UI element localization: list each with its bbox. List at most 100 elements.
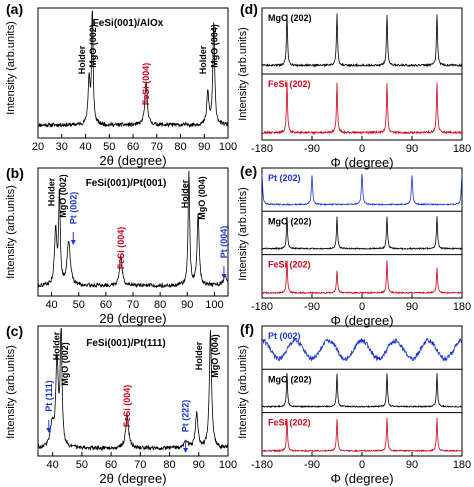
peak-label: FeSi (004) (122, 385, 132, 428)
peak-label: Pt (111) (44, 380, 54, 412)
x-tick-label: 50 (103, 141, 115, 153)
peak-label: MgO (004) (210, 334, 220, 378)
panel-letter: (e) (240, 163, 257, 179)
x-tick-label: 20 (32, 141, 44, 153)
panel-letter: (f) (240, 321, 254, 337)
peak-arrow-head (221, 274, 227, 279)
x-tick-label: 0 (359, 143, 365, 155)
x-tick-label: 70 (151, 141, 163, 153)
panel-letter: (a) (6, 1, 23, 17)
series-line (261, 260, 463, 295)
x-tick-label: 100 (219, 141, 237, 153)
x-axis-label: Φ (degree) (330, 313, 393, 328)
y-axis-label: Intensity (arb.units) (5, 185, 17, 279)
panel-f: Pt (002) MgO (202) FeSi (202) -180 -90 0 90 180… (237, 321, 471, 486)
x-tick-label: -90 (304, 301, 320, 313)
x-axis-label: Φ (degree) (330, 155, 393, 170)
plot-frame (261, 167, 463, 299)
x-tick-label: 90 (193, 459, 205, 471)
panel-a: 20 30 40 50 60 70 80 90 100 2θ (degree) Intensity … (5, 1, 237, 168)
x-tick-label: 40 (45, 299, 57, 311)
x-tick-label: 80 (163, 459, 175, 471)
x-tick-label: 90 (406, 143, 418, 155)
panel-title: FeSi(001)/AlOx (93, 18, 164, 29)
x-tick-label: 40 (46, 459, 58, 471)
x-tick-label: 50 (76, 459, 88, 471)
x-tick-label: -180 (251, 459, 273, 471)
peak-label: Holder (180, 179, 190, 208)
x-tick-label: 70 (127, 299, 139, 311)
subplot-label: MgO (202) (268, 374, 312, 384)
subplot-label: Pt (002) (268, 331, 301, 341)
panel-title: FeSi(001)/Pt(001) (86, 178, 167, 189)
peak-label: MgO (002) (60, 342, 70, 386)
peak-label: FeSi (004) (116, 227, 126, 270)
x-tick-label: 80 (154, 299, 166, 311)
x-tick-label: 90 (181, 299, 193, 311)
peak-label: Pt (222) (181, 400, 191, 433)
peak-label: MgO (002) (88, 24, 98, 68)
panel-d: MgO (202) FeSi (202) -180 -90 0 90 180 Φ (degre… (237, 1, 471, 170)
series-line (261, 82, 463, 135)
x-tick-label: -180 (251, 301, 273, 313)
panel-e: Pt (202) MgO (202) FeSi (202) -180 -90 0 90 180… (237, 163, 471, 328)
x-tick-label: 180 (453, 143, 471, 155)
x-tick-label: 60 (100, 299, 112, 311)
x-tick-label: 90 (406, 301, 418, 313)
x-axis-label: 2θ (degree) (99, 153, 166, 168)
plot-frame (261, 325, 463, 457)
x-tick-label: 60 (105, 459, 117, 471)
x-tick-label: -90 (304, 459, 320, 471)
peak-label: MgO (004) (197, 176, 207, 220)
series-line (37, 170, 229, 289)
x-tick-label: -180 (251, 143, 273, 155)
x-tick-label: 50 (73, 299, 85, 311)
peak-label: FeSi (004) (141, 63, 151, 106)
x-tick-label: 180 (453, 301, 471, 313)
series-line (261, 173, 463, 207)
y-axis-label: Intensity (arb.units) (237, 187, 249, 281)
subplot-label: MgO (202) (268, 13, 312, 23)
subplot-label: MgO (202) (268, 216, 312, 226)
x-tick-label: 80 (174, 141, 186, 153)
peak-arrow-head (183, 448, 189, 453)
peak-label: Holder (51, 331, 61, 360)
x-tick-label: 100 (219, 459, 237, 471)
subplot-label: FeSi (202) (268, 418, 311, 428)
x-tick-label: 0 (359, 301, 365, 313)
x-tick-label: 100 (205, 299, 223, 311)
plot-frame (37, 325, 229, 457)
x-tick-label: -90 (304, 143, 320, 155)
subplot-label: FeSi (202) (268, 260, 311, 270)
y-axis-label: Intensity (arb.units) (5, 345, 17, 439)
y-axis-label: Intensity (arb.units) (237, 27, 249, 121)
subplot-label: FeSi (202) (268, 79, 311, 89)
peak-arrow-head (46, 428, 52, 433)
x-axis-label: 2θ (degree) (99, 311, 166, 326)
panel-title: FeSi(001)/Pt(111) (86, 338, 165, 349)
y-axis-label: Intensity (arb.units) (237, 345, 249, 439)
panel-letter: (c) (6, 323, 23, 339)
series-line (261, 13, 463, 68)
x-axis-label: 2θ (degree) (99, 471, 166, 486)
x-tick-label: 30 (56, 141, 68, 153)
panel-c: 40 50 60 70 80 90 100 2θ (degree) Intensity (arb… (5, 323, 237, 486)
x-tick-label: 40 (79, 141, 91, 153)
x-tick-label: 90 (406, 459, 418, 471)
x-tick-label: 60 (127, 141, 139, 153)
subplot-label: Pt (202) (268, 173, 301, 183)
series-line (261, 337, 463, 362)
peak-label: Holder (77, 45, 87, 74)
y-axis-label: Intensity (arb.units) (5, 21, 17, 115)
x-tick-label: 0 (359, 459, 365, 471)
series-line (37, 10, 229, 129)
x-axis-label: Φ (degree) (330, 471, 393, 486)
series-line (261, 216, 463, 251)
x-tick-label: 70 (134, 459, 146, 471)
series-line (37, 328, 229, 452)
series-line (261, 373, 463, 409)
peak-label: Holder (198, 45, 208, 74)
panel-b: 40 50 60 70 80 90 100 2θ (degree) Intensity (arb… (5, 165, 229, 326)
peak-label: MgO (004) (209, 24, 219, 68)
